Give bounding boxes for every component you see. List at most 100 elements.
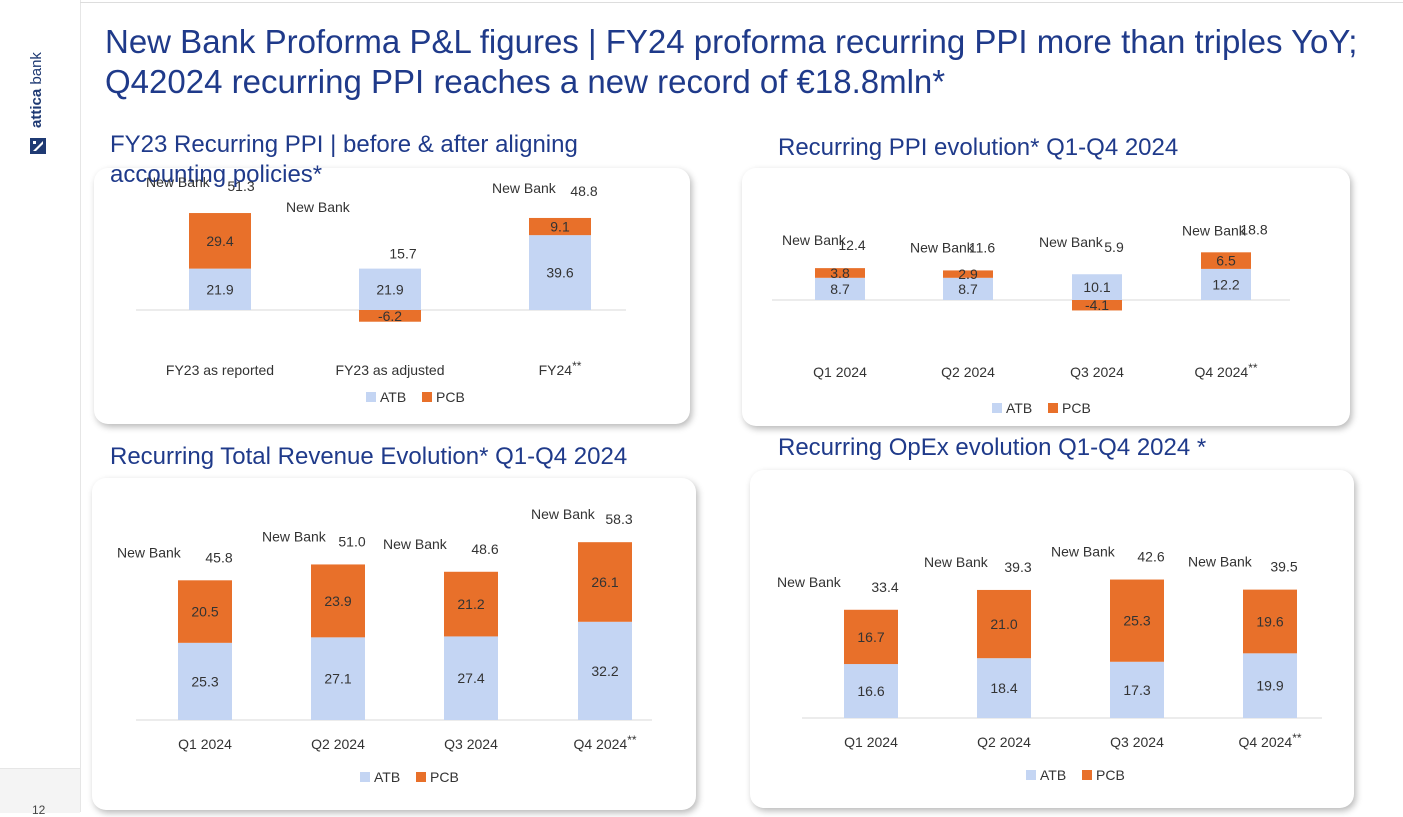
legend-label-atb: ATB (374, 769, 400, 785)
brand-logo: attica bank (28, 40, 48, 160)
bar-pcb-1 (844, 609, 898, 665)
total-label-4: 39.5 (1270, 559, 1297, 575)
legend-swatch-atb (360, 772, 370, 782)
new-bank-label-2: New Bank (286, 199, 351, 215)
data-label-atb-3: 27.4 (457, 670, 484, 686)
total-label-1: 45.8 (205, 549, 232, 565)
bar-atb-1 (844, 664, 898, 718)
bar-pcb-3 (529, 217, 591, 236)
data-label-atb-3: 17.3 (1123, 682, 1150, 698)
page-title: New Bank Proforma P&L figures | FY24 pro… (105, 23, 1358, 100)
data-label-pcb-3: 25.3 (1123, 613, 1150, 629)
data-label-pcb-2: 21.0 (990, 616, 1017, 632)
bar-atb-1 (815, 277, 865, 300)
bar-atb-2 (359, 268, 421, 310)
chart-title-ppi-evolution: Recurring PPI evolution* Q1-Q4 2024 (778, 134, 1179, 161)
data-label-atb-3: 10.1 (1083, 279, 1110, 295)
data-label-atb-2: 27.1 (324, 671, 351, 687)
legend-label-atb: ATB (1040, 767, 1066, 783)
category-footnote-mark: ** (1248, 361, 1258, 375)
category-label-3: Q3 2024 (1070, 364, 1124, 380)
new-bank-label-2: New Bank (910, 239, 975, 255)
category-label-3: FY24** (539, 359, 582, 378)
data-label-atb-4: 19.9 (1256, 678, 1283, 694)
total-label-3: 48.6 (471, 541, 498, 557)
brand-name-bold: attica (28, 88, 45, 128)
data-label-pcb-1: 29.4 (206, 233, 233, 249)
category-label-1: Q1 2024 (844, 734, 898, 750)
bar-pcb-2 (359, 310, 421, 322)
bar-atb-3 (444, 636, 498, 720)
category-label-2: FY23 as adjusted (336, 362, 445, 378)
data-label-atb-2: 8.7 (958, 281, 978, 297)
page-number: 12 (32, 803, 46, 817)
category-label-1: Q1 2024 (178, 736, 232, 752)
legend-swatch-pcb (1048, 403, 1058, 413)
data-label-pcb-4: 19.6 (1256, 613, 1283, 629)
category-label-3: Q3 2024 (1110, 734, 1164, 750)
data-label-atb-1: 25.3 (191, 673, 218, 689)
total-label-1: 51.3 (227, 178, 254, 194)
data-label-pcb-1: 3.8 (830, 265, 850, 281)
category-label-1: Q1 2024 (813, 364, 867, 380)
legend-label-atb: ATB (1006, 400, 1032, 416)
data-label-pcb-1: 20.5 (191, 604, 218, 620)
bar-atb-1 (189, 268, 251, 310)
bar-atb-3 (529, 235, 591, 310)
new-bank-label-4: New Bank (1188, 554, 1253, 570)
data-label-pcb-3: 21.2 (457, 596, 484, 612)
total-label-3: 42.6 (1137, 549, 1164, 565)
new-bank-label-1: New Bank (782, 232, 847, 248)
total-label-3: 5.9 (1104, 239, 1124, 255)
legend-swatch-atb (366, 392, 376, 402)
category-label-4: Q4 2024** (573, 733, 636, 752)
bar-pcb-3 (444, 571, 498, 637)
category-footnote-mark: ** (572, 359, 582, 373)
brand-name: attica bank (28, 40, 48, 140)
category-footnote-mark: ** (1292, 731, 1302, 745)
bar-pcb-4 (1201, 252, 1251, 269)
total-label-3: 48.8 (570, 183, 597, 199)
data-label-pcb-2: 2.9 (958, 266, 978, 282)
category-label-3: Q3 2024 (444, 736, 498, 752)
category-label-1: FY23 as reported (166, 362, 274, 378)
total-label-2: 39.3 (1004, 559, 1031, 575)
data-label-pcb-3: 9.1 (550, 219, 570, 235)
bar-pcb-2 (311, 564, 365, 638)
data-label-pcb-4: 6.5 (1216, 253, 1236, 269)
total-label-1: 12.4 (838, 237, 865, 253)
legend-label-pcb: PCB (1062, 400, 1091, 416)
bar-pcb-1 (189, 213, 251, 269)
legend-label-atb: ATB (380, 389, 406, 405)
new-bank-label-2: New Bank (262, 528, 327, 544)
category-label-4: Q4 2024** (1194, 361, 1257, 380)
total-label-1: 33.4 (871, 579, 898, 595)
category-label-2: Q2 2024 (941, 364, 995, 380)
legend-swatch-atb (992, 403, 1002, 413)
bar-atb-4 (578, 621, 632, 720)
brand-name-light: bank (28, 52, 45, 89)
legend-label-pcb: PCB (430, 769, 459, 785)
legend-swatch-pcb (422, 392, 432, 402)
new-bank-label-3: New Bank (1051, 544, 1116, 560)
data-label-pcb-3: -4.1 (1085, 297, 1109, 313)
legend-label-pcb: PCB (1096, 767, 1125, 783)
data-label-pcb-1: 16.7 (857, 629, 884, 645)
bar-atb-2 (943, 277, 993, 300)
chart-title-fy23-ppi: FY23 Recurring PPI | before & after alig… (110, 131, 578, 188)
legend-label-pcb: PCB (436, 389, 465, 405)
data-label-atb-4: 12.2 (1212, 276, 1239, 292)
new-bank-label-1: New Bank (117, 544, 182, 560)
new-bank-label-1: New Bank (777, 574, 842, 590)
bar-atb-4 (1201, 268, 1251, 300)
bar-atb-1 (178, 642, 232, 720)
new-bank-label-3: New Bank (1039, 234, 1104, 250)
bar-atb-3 (1110, 661, 1164, 718)
bar-pcb-4 (1243, 589, 1297, 654)
bar-pcb-2 (943, 270, 993, 278)
total-label-2: 51.0 (338, 533, 365, 549)
chart-opex: 16.6 16.7 33.4 New Bank Q1 2024 18.4 21.0 39.3 N… (777, 544, 1322, 783)
data-label-atb-1: 8.7 (830, 281, 850, 297)
bar-pcb-4 (578, 542, 632, 622)
data-label-atb-3: 39.6 (546, 265, 573, 281)
